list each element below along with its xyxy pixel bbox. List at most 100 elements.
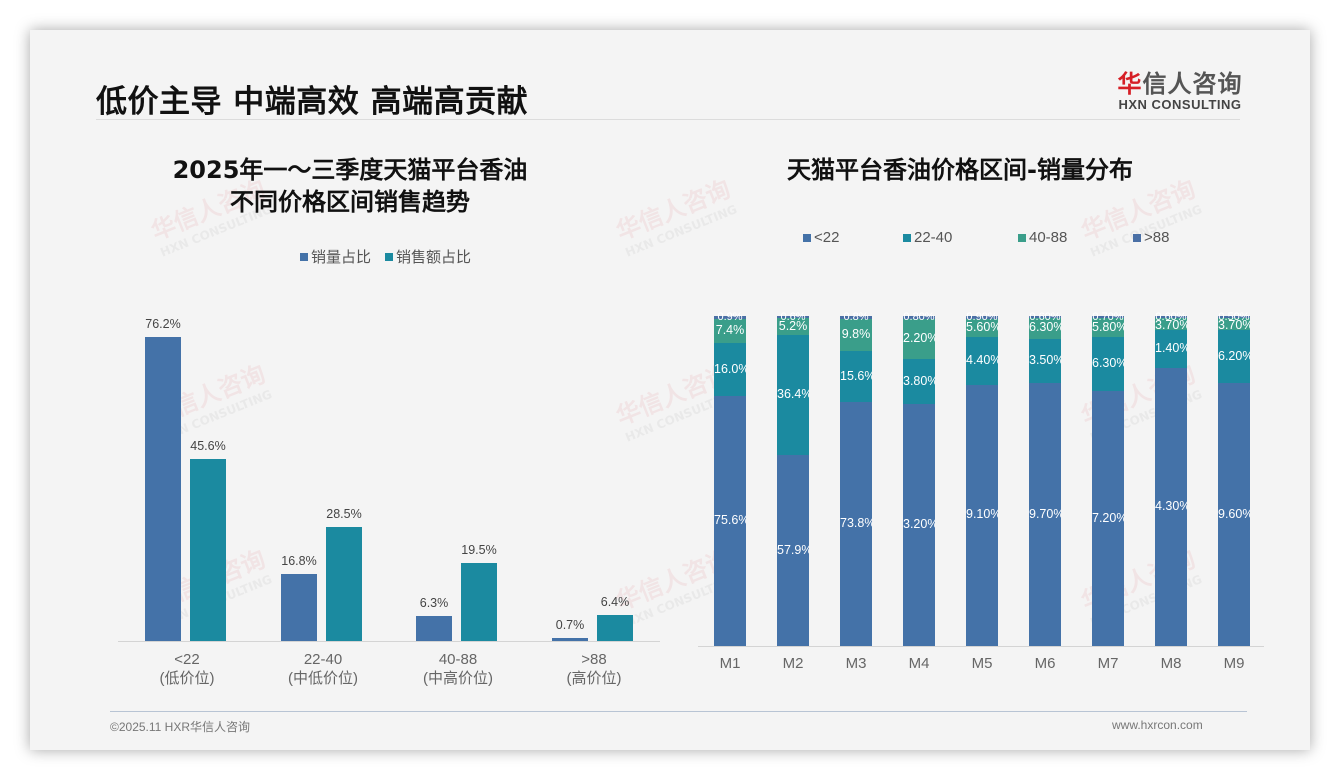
month-label: M7 (1097, 655, 1119, 672)
month-label: M1 (719, 655, 741, 672)
footer-website[interactable]: www.hxrcon.com (1112, 718, 1203, 732)
segment-label: 9.8% (841, 326, 871, 341)
segment-label: 73.8% (840, 516, 872, 531)
legend-item-sales: 销售额占比 (385, 246, 471, 267)
segment-label: 0.70% (1092, 311, 1124, 324)
bar-sales (461, 563, 497, 641)
segment-label: 9.70% (1029, 506, 1061, 521)
right-chart-title: 天猫平台香油价格区间-销量分布 (787, 156, 1133, 184)
segment->88: 0.9% (714, 311, 746, 323)
segment-label: 4.30% (1155, 498, 1187, 513)
title-divider (96, 119, 1240, 120)
segment-label: 6.20% (1218, 348, 1250, 363)
segment-22-40: 6.30% (1092, 337, 1124, 392)
segment-label: 6.30% (1092, 356, 1124, 371)
segment-label: 36.4% (777, 387, 809, 402)
footer-copyright: ©2025.11 HXR华信人咨询 (110, 720, 250, 734)
segment-<22: 9.60% (1218, 383, 1250, 646)
segment-40-88: 9.8% (840, 318, 872, 351)
bar-value-label: 76.2% (145, 317, 181, 331)
category-label: >88 (高价位) (566, 651, 622, 687)
segment-label: 3.50% (1029, 353, 1061, 368)
legend-swatch (385, 252, 394, 261)
legend-swatch (300, 252, 308, 261)
segment-22-40: 1.40% (1155, 330, 1187, 368)
segment->88: 0.70% (1092, 311, 1124, 323)
bar-value-label: 6.4% (600, 595, 630, 610)
bar-volume (145, 337, 181, 641)
month-label: M4 (908, 655, 930, 672)
segment-40-88: 6.30% (1029, 317, 1061, 339)
stacked-bar-M6: 9.70% 3.50% 6.30% 0.60% (1029, 311, 1061, 646)
bar-sales (597, 615, 633, 641)
company-logo: 华信人咨询 HXN CONSULTING (1110, 64, 1250, 112)
bar-value-label: 6.3% (419, 595, 449, 610)
segment-label: 75.6% (714, 513, 746, 528)
segment-label: 0.6% (780, 311, 806, 324)
right-chart-legend: <22 22-40 40-88 >88 (803, 229, 1169, 246)
stacked-bar-M9: 9.60% 6.20% 3.70% 0.50% (1218, 311, 1250, 646)
segment-<22: 73.8% (840, 402, 872, 646)
segment-<22: 7.20% (1092, 391, 1124, 646)
legend-item-40-88: 40-88 (1018, 229, 1133, 246)
segment->88: 0.80% (903, 311, 935, 323)
segment-label: 3.20% (903, 517, 935, 532)
segment-label: 15.6% (840, 368, 872, 383)
segment-<22: 75.6% (714, 396, 746, 646)
segment-label: 0.9% (717, 311, 743, 324)
stacked-bar-M7: 7.20% 6.30% 5.80% 0.70% (1092, 311, 1124, 646)
segment-label: 0.60% (1155, 311, 1187, 324)
segment->88: 0.60% (1029, 311, 1061, 323)
bar-sales (326, 527, 362, 641)
segment-label: 0.8% (843, 311, 869, 324)
segment-40-88: 5.2% (777, 317, 809, 336)
segment->88: 0.6% (777, 311, 809, 323)
segment-22-40: 16.0% (714, 343, 746, 397)
legend-item-lt22: <22 (803, 229, 903, 246)
segment-label: 0.60% (1029, 311, 1061, 324)
bar-sales (190, 459, 226, 641)
legend-swatch (903, 233, 911, 242)
stacked-bar-M4: 3.20% 3.80% 2.20% 0.80% (903, 311, 935, 646)
bar-value-label: 0.7% (555, 618, 585, 633)
legend-item-22-40: 22-40 (903, 229, 1018, 246)
segment-40-88: 5.80% (1092, 318, 1124, 338)
footer-divider (110, 711, 1247, 712)
segment-label: 5.80% (1092, 319, 1124, 334)
left-chart-title: 2025年一～三季度天猫平台香油 不同价格区间销售趋势 (172, 156, 528, 216)
stacked-bar-M5: 9.10% 4.40% 5.60% 0.90% (966, 311, 998, 646)
bar-value-label: 28.5% (326, 507, 362, 522)
right-x-axis (698, 646, 1264, 647)
logo-english: HXN CONSULTING (1118, 97, 1242, 112)
segment-<22: 4.30% (1155, 367, 1187, 646)
stacked-bar-M3: 73.8% 15.6% 9.8% 0.8% (840, 311, 872, 646)
segment-40-88: 3.70% (1218, 317, 1250, 332)
segment-22-40: 3.80% (903, 358, 935, 405)
segment-label: 0.90% (966, 311, 998, 324)
segment-22-40: 4.40% (966, 337, 998, 385)
segment-label: 7.4% (715, 323, 745, 338)
stacked-bar-M8: 4.30% 1.40% 3.70% 0.60% (1155, 311, 1187, 646)
segment-label: 16.0% (714, 361, 746, 376)
category-label: 22-40 (中低价位) (288, 651, 358, 687)
stacked-bar-M2: 57.9% 36.4% 5.2% 0.6% (777, 311, 809, 646)
segment-<22: 9.10% (966, 384, 998, 646)
category-label: 40-88 (中高价位) (423, 651, 493, 687)
segment-40-88: 2.20% (903, 318, 935, 359)
month-label: M9 (1223, 655, 1245, 672)
month-label: M5 (971, 655, 993, 672)
segment-40-88: 5.60% (966, 318, 998, 338)
segment-label: 5.60% (966, 320, 998, 335)
segment-22-40: 6.20% (1218, 329, 1250, 384)
bar-value-label: 19.5% (461, 543, 497, 558)
segment-22-40: 36.4% (777, 335, 809, 456)
segment-label: 0.50% (1218, 311, 1250, 324)
logo-highlight: 华 (1117, 70, 1143, 98)
bar-volume (552, 638, 588, 641)
slide: 华信人咨询 HXN CONSULTING 华信人咨询 HXN CONSULTING … (30, 30, 1310, 750)
segment-label: 0.80% (903, 311, 935, 324)
segment-label: 3.70% (1155, 318, 1187, 332)
segment-<22: 9.70% (1029, 383, 1061, 646)
segment->88: 0.90% (966, 311, 998, 323)
segment-label: 3.80% (903, 373, 935, 388)
